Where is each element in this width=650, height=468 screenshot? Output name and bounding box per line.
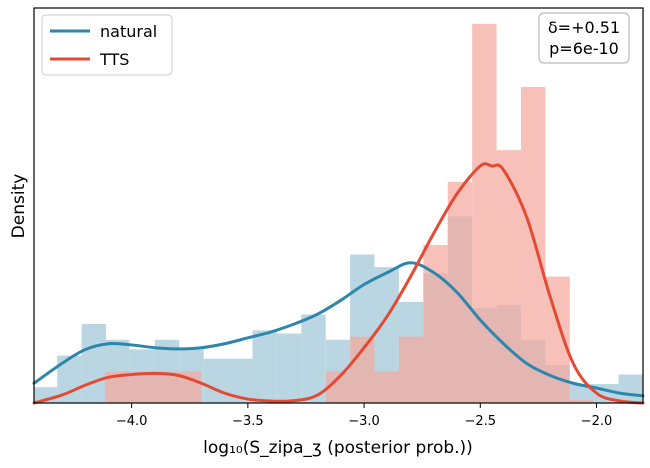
tts-histogram xyxy=(104,23,595,404)
natural-hist-bar-2 xyxy=(81,324,107,403)
tts-hist-bar-7 xyxy=(472,23,497,404)
tts-hist-bar-5 xyxy=(423,245,448,403)
x-tick-label: −4.0 xyxy=(116,414,148,429)
legend-label-natural: natural xyxy=(100,22,157,41)
legend: natural TTS xyxy=(41,14,173,76)
natural-hist-bar-24 xyxy=(618,374,643,403)
tts-hist-bar-8 xyxy=(496,150,521,403)
plot-frame xyxy=(33,7,644,404)
natural-hist-bar-9 xyxy=(252,330,277,403)
x-tick-label: −3.5 xyxy=(232,414,264,429)
tts-density-line xyxy=(32,162,645,405)
x-axis-ticks: −4.0 −3.5 −3.0 −2.5 −2.0 xyxy=(116,403,612,429)
x-tick-label: −3.0 xyxy=(348,414,380,429)
natural-hist-bar-7 xyxy=(203,358,229,403)
x-axis-label: log₁₀(S_zipa_ʒ (posterior prob.)) xyxy=(203,438,473,458)
tts-hist-bar-11 xyxy=(569,399,595,403)
density-curves xyxy=(32,162,645,405)
stats-delta: δ=+0.51 xyxy=(548,18,620,37)
legend-label-tts: TTS xyxy=(99,50,129,69)
natural-hist-bar-10 xyxy=(276,333,302,403)
stats-annotation: δ=+0.51 p=6e-10 xyxy=(538,12,630,64)
tts-hist-bar-9 xyxy=(520,87,546,403)
x-tick-label: −2.5 xyxy=(465,414,497,429)
natural-hist-bar-11 xyxy=(301,314,326,403)
tts-hist-bar-3 xyxy=(374,371,399,403)
tts-hist-bar-6 xyxy=(447,181,473,403)
natural-density-line xyxy=(32,261,645,398)
natural-hist-bar-22 xyxy=(569,384,595,403)
x-tick-label: −2.0 xyxy=(581,414,613,429)
stats-pvalue: p=6e-10 xyxy=(549,39,619,58)
tts-hist-bar-2 xyxy=(350,336,375,403)
y-axis-label: Density xyxy=(9,174,29,239)
stats-annotation-box xyxy=(538,12,630,64)
tts-hist-bar-4 xyxy=(398,336,424,403)
